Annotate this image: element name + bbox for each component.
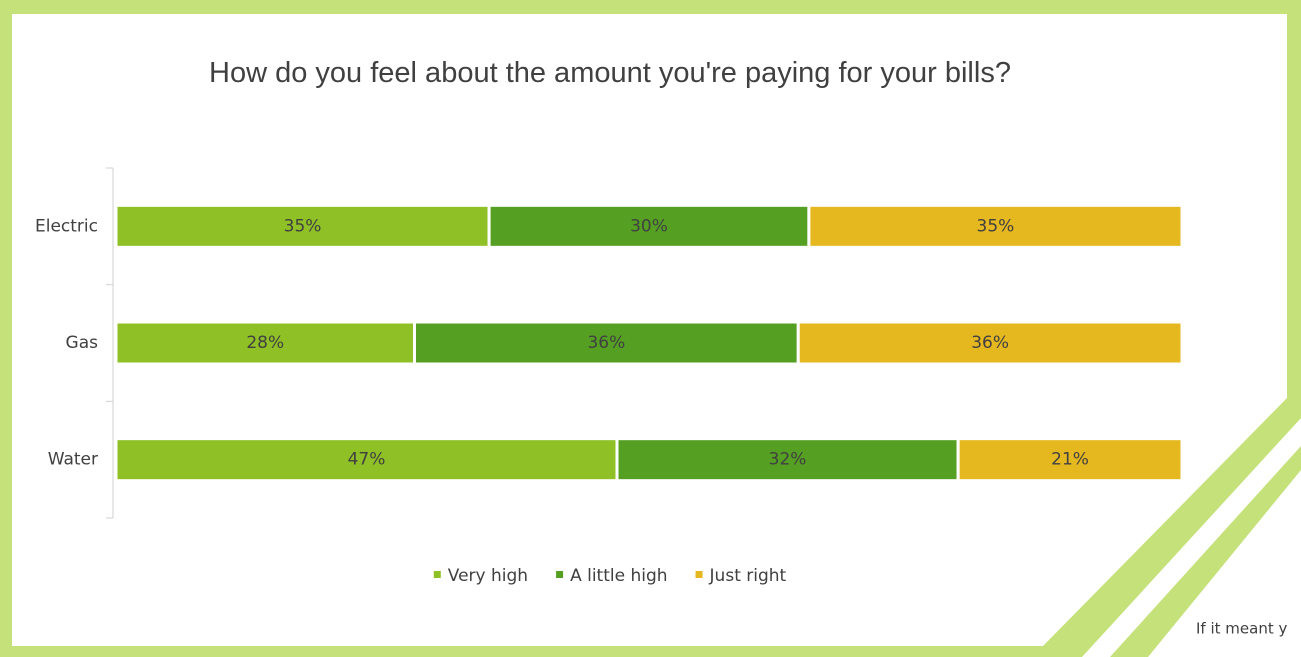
- legend-swatch: [695, 571, 703, 578]
- side-text: If it meant y: [1196, 620, 1287, 638]
- bar-segment: [114, 437, 619, 483]
- legend-label: Very high: [448, 566, 528, 586]
- stripe: [1148, 470, 1301, 657]
- value-label: 36%: [971, 333, 1009, 353]
- chart-title: How do you feel about the amount you're …: [209, 57, 1011, 89]
- y-tick-label: Water: [48, 450, 98, 470]
- bar-segment: [114, 203, 491, 249]
- value-label: 35%: [977, 216, 1015, 236]
- value-label: 36%: [587, 333, 625, 353]
- value-label: 21%: [1051, 450, 1089, 470]
- legend-swatch: [556, 571, 564, 578]
- legend-label: Just right: [709, 566, 787, 586]
- bar-segment: [412, 320, 800, 366]
- y-tick-label: Gas: [66, 333, 99, 353]
- legend-label: A little high: [570, 566, 667, 586]
- bar-segment: [487, 203, 811, 249]
- value-label: 28%: [246, 333, 284, 353]
- value-label: 32%: [769, 450, 807, 470]
- bar-segment: [956, 437, 1184, 483]
- legend-swatch: [433, 571, 441, 578]
- value-label: 47%: [348, 450, 386, 470]
- value-label: 30%: [630, 216, 668, 236]
- value-label: 35%: [284, 216, 322, 236]
- y-tick-label: Electric: [35, 216, 98, 236]
- bar-segment: [114, 320, 416, 366]
- stripe: [1082, 418, 1301, 657]
- bar-segment: [796, 320, 1184, 366]
- bar-segment: [807, 203, 1184, 249]
